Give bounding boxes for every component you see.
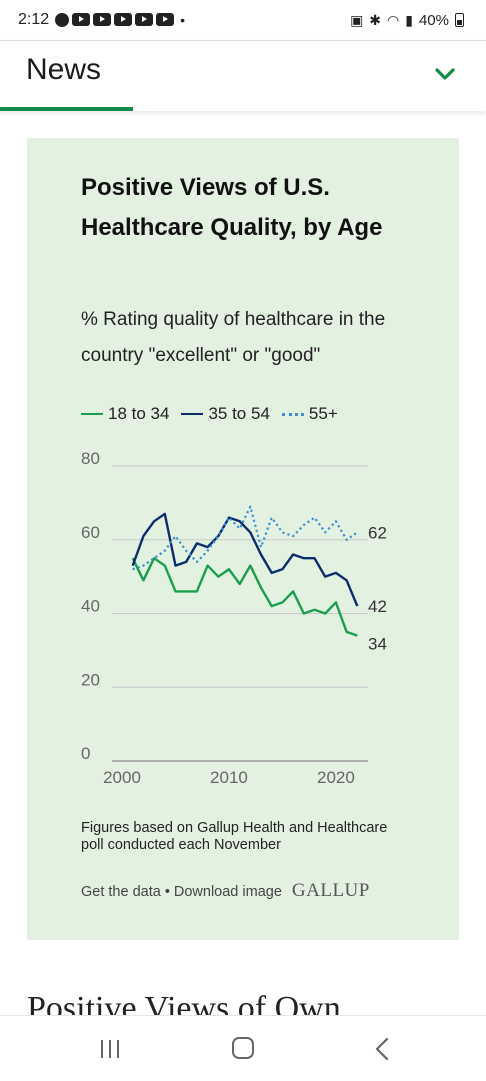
y-tick-label: 0 [81, 744, 90, 763]
series-end-label: 42 [368, 597, 387, 616]
chart-actions: Get the data • Download image GALLUP [81, 880, 370, 902]
series-line-0 [131, 556, 358, 637]
link-separator: • [164, 884, 170, 900]
legend-label-35-54: 35 to 54 [208, 404, 270, 423]
recent-apps-icon[interactable] [99, 1038, 121, 1060]
status-left: 2:12 • [18, 11, 185, 29]
youtube-icon [114, 13, 133, 26]
notification-icons [55, 13, 175, 27]
legend-label-55-plus: 55+ [308, 404, 338, 423]
youtube-icon [156, 13, 175, 26]
chart-subtitle: % Rating quality of healthcare in the co… [81, 309, 386, 366]
home-icon[interactable] [232, 1037, 254, 1059]
legend-item-18-34: 18 to 34 [81, 404, 169, 424]
bluetooth-icon: ✱ [369, 11, 382, 28]
wifi-icon: ◠ [387, 11, 400, 28]
signal-icon: ▮ [405, 11, 413, 28]
series-end-label: 34 [368, 635, 387, 654]
chart-title: Positive Views of U.S. Healthcare Qualit… [81, 174, 383, 241]
y-tick-label: 20 [81, 670, 100, 689]
youtube-icon [72, 13, 91, 26]
status-time: 2:12 [18, 11, 50, 28]
chevron-down-icon[interactable] [434, 63, 456, 85]
legend-swatch-55-plus [281, 412, 304, 416]
facebook-icon [55, 13, 70, 27]
youtube-icon [135, 13, 154, 26]
get-data-link[interactable]: Get the data [81, 884, 161, 900]
battery-icon [455, 13, 464, 27]
series-end-label: 62 [368, 523, 387, 542]
status-bar: 2:12 • ▣ ✱ ◠ ▮ 40% [0, 0, 486, 40]
battery-percent: 40% [418, 11, 449, 29]
legend-item-55-plus: 55+ [281, 404, 338, 424]
legend-swatch-35-54 [181, 413, 204, 415]
system-nav-bar [0, 1015, 486, 1081]
active-tab-underline [0, 107, 133, 111]
x-tick-label: 2000 [103, 768, 141, 787]
download-image-link[interactable]: Download image [173, 884, 282, 900]
back-icon[interactable] [372, 1037, 392, 1061]
series-line-2 [132, 505, 358, 571]
legend-label-18-34: 18 to 34 [108, 404, 170, 423]
x-tick-label: 2010 [210, 768, 248, 787]
more-notifications-dot: • [180, 12, 186, 28]
youtube-icon [93, 13, 112, 26]
gallup-logo: GALLUP [291, 880, 370, 901]
line-chart: 0 20 40 60 80 2000 2010 2020 34 42 62 [81, 449, 387, 787]
chart-card: Positive Views of U.S. Healthcare Qualit… [27, 138, 459, 940]
y-tick-label: 60 [81, 523, 100, 542]
legend-item-35-54: 35 to 54 [181, 404, 270, 424]
series-line-1 [131, 512, 359, 607]
y-tick-label: 80 [81, 449, 100, 468]
page-title: News [26, 53, 102, 86]
app-header: News [0, 40, 486, 111]
nfc-icon: ▣ [350, 11, 364, 28]
status-right: ▣ ✱ ◠ ▮ 40% [350, 12, 464, 29]
legend-swatch-18-34 [81, 413, 103, 415]
chart-legend: 18 to 34 35 to 54 55+ [81, 404, 338, 424]
y-tick-label: 40 [81, 597, 100, 616]
chart-footnote: Figures based on Gallup Health and Healt… [81, 820, 388, 853]
x-tick-label: 2020 [317, 768, 355, 787]
